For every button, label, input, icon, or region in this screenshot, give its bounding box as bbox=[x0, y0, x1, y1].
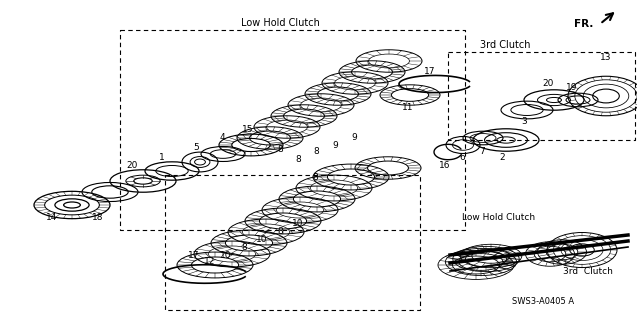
Text: 6: 6 bbox=[459, 154, 465, 163]
Text: 3rd  Clutch: 3rd Clutch bbox=[563, 268, 613, 276]
Text: 4: 4 bbox=[219, 133, 225, 142]
Text: 3: 3 bbox=[521, 117, 527, 126]
Text: 11: 11 bbox=[402, 103, 414, 113]
Text: 8: 8 bbox=[277, 146, 283, 155]
Text: Low Hold Clutch: Low Hold Clutch bbox=[241, 18, 319, 28]
Text: 8: 8 bbox=[295, 156, 301, 164]
Text: 3rd Clutch: 3rd Clutch bbox=[480, 40, 531, 50]
Text: 7: 7 bbox=[479, 148, 485, 156]
Text: 9: 9 bbox=[332, 140, 338, 149]
Text: 18: 18 bbox=[92, 213, 104, 222]
Text: 12: 12 bbox=[204, 258, 216, 267]
Text: 17: 17 bbox=[424, 68, 436, 76]
Text: 10: 10 bbox=[256, 236, 268, 244]
Text: SWS3-A0405 A: SWS3-A0405 A bbox=[512, 298, 574, 307]
Text: 1: 1 bbox=[159, 154, 165, 163]
Text: 10: 10 bbox=[292, 220, 304, 228]
Text: 14: 14 bbox=[47, 213, 58, 222]
Text: 15: 15 bbox=[242, 125, 254, 134]
Text: 20: 20 bbox=[126, 162, 138, 171]
Text: FR.: FR. bbox=[574, 19, 593, 29]
Text: 8: 8 bbox=[312, 173, 318, 182]
Text: 19: 19 bbox=[566, 84, 578, 92]
Text: 13: 13 bbox=[600, 53, 612, 62]
Text: 2: 2 bbox=[499, 154, 505, 163]
Text: 8: 8 bbox=[277, 228, 283, 236]
Text: 5: 5 bbox=[193, 142, 199, 151]
Text: 8: 8 bbox=[241, 244, 247, 252]
Text: 20: 20 bbox=[542, 79, 554, 89]
Text: 9: 9 bbox=[351, 133, 357, 142]
Text: 17: 17 bbox=[189, 252, 200, 260]
Text: Low Hold Clutch: Low Hold Clutch bbox=[462, 213, 535, 222]
Text: 16: 16 bbox=[440, 161, 451, 170]
Text: 8: 8 bbox=[313, 148, 319, 156]
Text: 10: 10 bbox=[220, 252, 232, 260]
